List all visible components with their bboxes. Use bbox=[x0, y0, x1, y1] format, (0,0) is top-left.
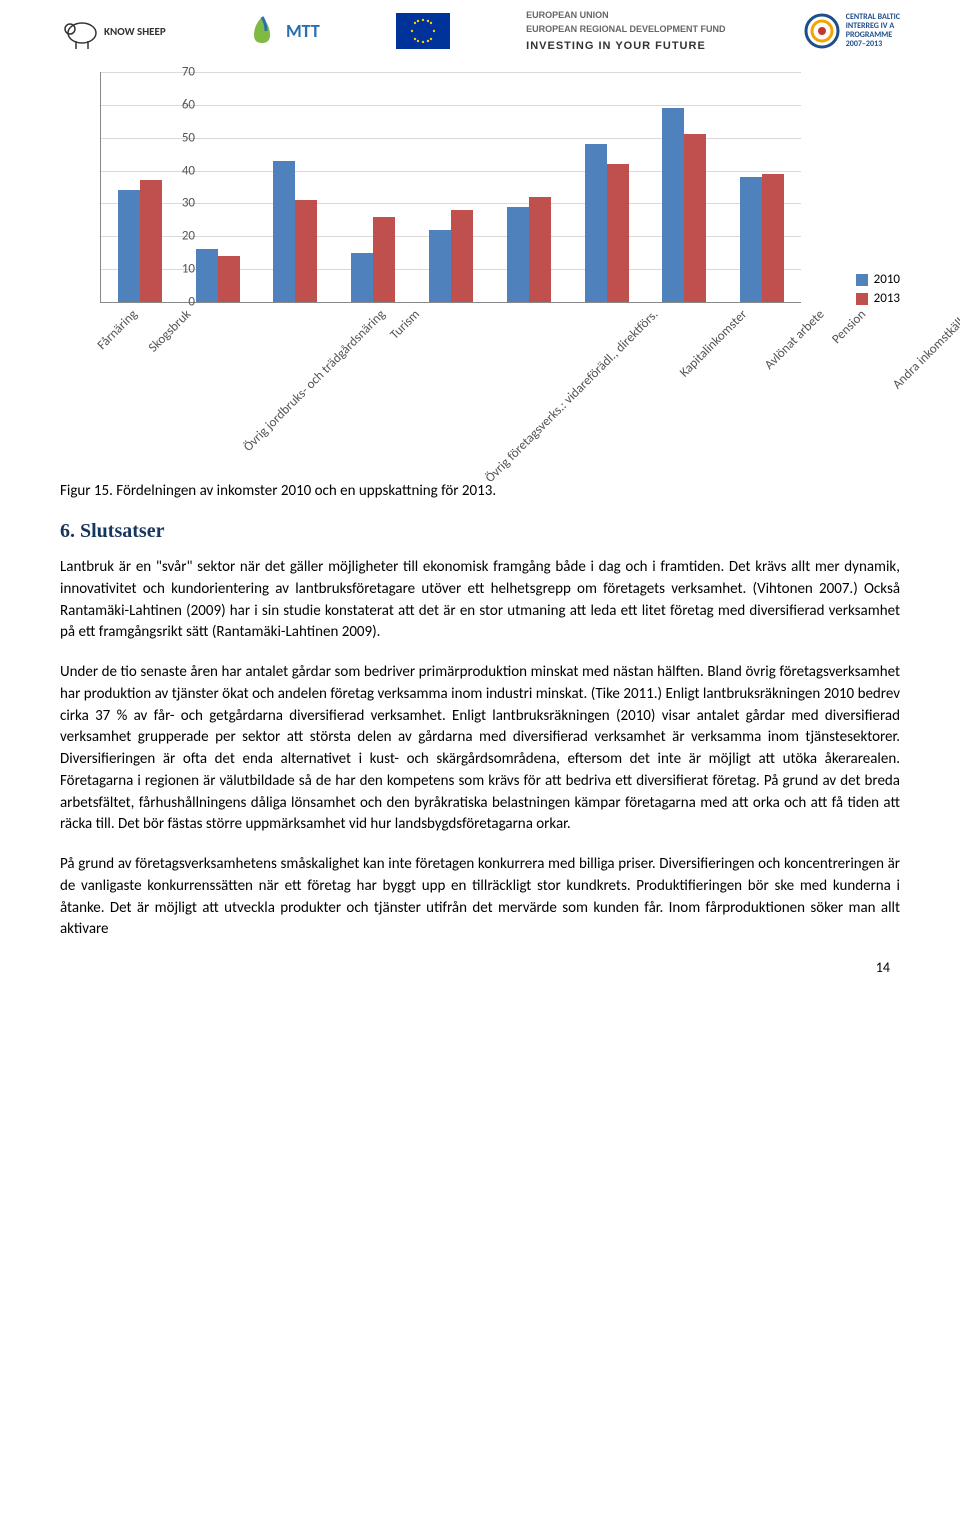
chart-plot-area bbox=[100, 72, 801, 303]
mtt-label: MTT bbox=[286, 20, 320, 42]
logo-knowsheep: KNOW SHEEP bbox=[60, 11, 166, 51]
ytick-label: 40 bbox=[182, 163, 195, 178]
legend-swatch-2010 bbox=[856, 274, 868, 286]
xtick-label: Pension bbox=[829, 307, 869, 347]
bar-2010 bbox=[507, 207, 529, 302]
ytick-label: 10 bbox=[182, 262, 195, 277]
interreg-line4: 2007–2013 bbox=[846, 40, 900, 49]
legend-swatch-2013 bbox=[856, 293, 868, 305]
header-logos: KNOW SHEEP MTT bbox=[60, 0, 900, 72]
bar-2010 bbox=[196, 249, 218, 302]
bar-group bbox=[645, 72, 723, 302]
bar-group bbox=[490, 72, 568, 302]
bar-group bbox=[568, 72, 646, 302]
legend-label-2010: 2010 bbox=[874, 272, 900, 287]
xtick-label: Avlönat arbete bbox=[762, 307, 828, 373]
bar-2013 bbox=[373, 217, 395, 302]
eu-line2: EUROPEAN REGIONAL DEVELOPMENT FUND bbox=[526, 24, 725, 34]
eu-flag-icon bbox=[396, 13, 450, 49]
xtick-label: Övrig jordbruks- och trädgårdsnäring bbox=[240, 307, 388, 455]
eu-line3: INVESTING IN YOUR FUTURE bbox=[526, 40, 706, 52]
logo-eu-flag bbox=[396, 13, 450, 49]
bar-2013 bbox=[218, 256, 240, 302]
bar-2013 bbox=[140, 180, 162, 302]
paragraph-3: På grund av företagsverksamhetens småska… bbox=[60, 854, 900, 941]
bar-2013 bbox=[529, 197, 551, 302]
eu-line1: EUROPEAN UNION bbox=[526, 10, 609, 20]
bar-2013 bbox=[684, 134, 706, 302]
xtick-label: Övrig företagsverks.: vidareförädl., dir… bbox=[482, 307, 661, 486]
chart-x-labels: FårnäringSkogsbrukÖvrig jordbruks- och t… bbox=[100, 307, 800, 322]
bar-2013 bbox=[607, 164, 629, 302]
legend-label-2013: 2013 bbox=[874, 291, 900, 306]
bar-group bbox=[723, 72, 801, 302]
paragraph-1: Lantbruk är en "svår" sektor när det gäl… bbox=[60, 557, 900, 644]
ytick-label: 30 bbox=[182, 196, 195, 211]
page-number: 14 bbox=[60, 959, 900, 976]
legend-item-2010: 2010 bbox=[856, 272, 900, 287]
xtick-label: Andra inkomstkällor bbox=[890, 307, 960, 392]
ytick-label: 70 bbox=[182, 65, 195, 80]
section-heading: 6. Slutsatser bbox=[60, 520, 900, 543]
bar-2010 bbox=[351, 253, 373, 302]
bar-chart: FårnäringSkogsbruk Övrig jordbruks- och t… bbox=[60, 72, 900, 452]
xtick-label: Skogsbruk bbox=[146, 307, 195, 356]
bar-2010 bbox=[273, 161, 295, 302]
bar-group bbox=[101, 72, 179, 302]
ytick-label: 60 bbox=[182, 97, 195, 112]
body-text: Lantbruk är en "svår" sektor när det gäl… bbox=[60, 557, 900, 941]
bar-2013 bbox=[295, 200, 317, 302]
logo-eu-text: EUROPEAN UNION EUROPEAN REGIONAL DEVELOP… bbox=[526, 10, 725, 52]
bar-2010 bbox=[429, 230, 451, 302]
xtick-label: Fårnäring bbox=[95, 307, 141, 353]
bar-2010 bbox=[662, 108, 684, 302]
ytick-label: 0 bbox=[188, 295, 195, 310]
bar-2013 bbox=[451, 210, 473, 302]
knowsheep-icon bbox=[60, 11, 100, 51]
bar-2013 bbox=[762, 174, 784, 302]
xtick-label: Kapitalinkomster bbox=[676, 307, 749, 380]
figure-caption: Figur 15. Fördelningen av inkomster 2010… bbox=[60, 482, 900, 500]
mtt-icon bbox=[242, 11, 282, 51]
ytick-label: 20 bbox=[182, 229, 195, 244]
bar-group bbox=[334, 72, 412, 302]
bar-2010 bbox=[118, 190, 140, 302]
chart-legend: 2010 2013 bbox=[856, 272, 900, 310]
document-page: KNOW SHEEP MTT bbox=[0, 0, 960, 1016]
paragraph-2: Under de tio senaste åren har antalet gå… bbox=[60, 662, 900, 836]
logo-interreg: CENTRAL BALTIC INTERREG IV A PROGRAMME 2… bbox=[802, 11, 900, 51]
bar-group bbox=[412, 72, 490, 302]
legend-item-2013: 2013 bbox=[856, 291, 900, 306]
knowsheep-label: KNOW SHEEP bbox=[104, 26, 166, 37]
logo-mtt: MTT bbox=[242, 11, 320, 51]
bar-2010 bbox=[740, 177, 762, 302]
ytick-label: 50 bbox=[182, 130, 195, 145]
interreg-icon bbox=[802, 11, 842, 51]
bar-group bbox=[257, 72, 335, 302]
xtick-label: Turism bbox=[388, 307, 424, 343]
bar-2010 bbox=[585, 144, 607, 302]
